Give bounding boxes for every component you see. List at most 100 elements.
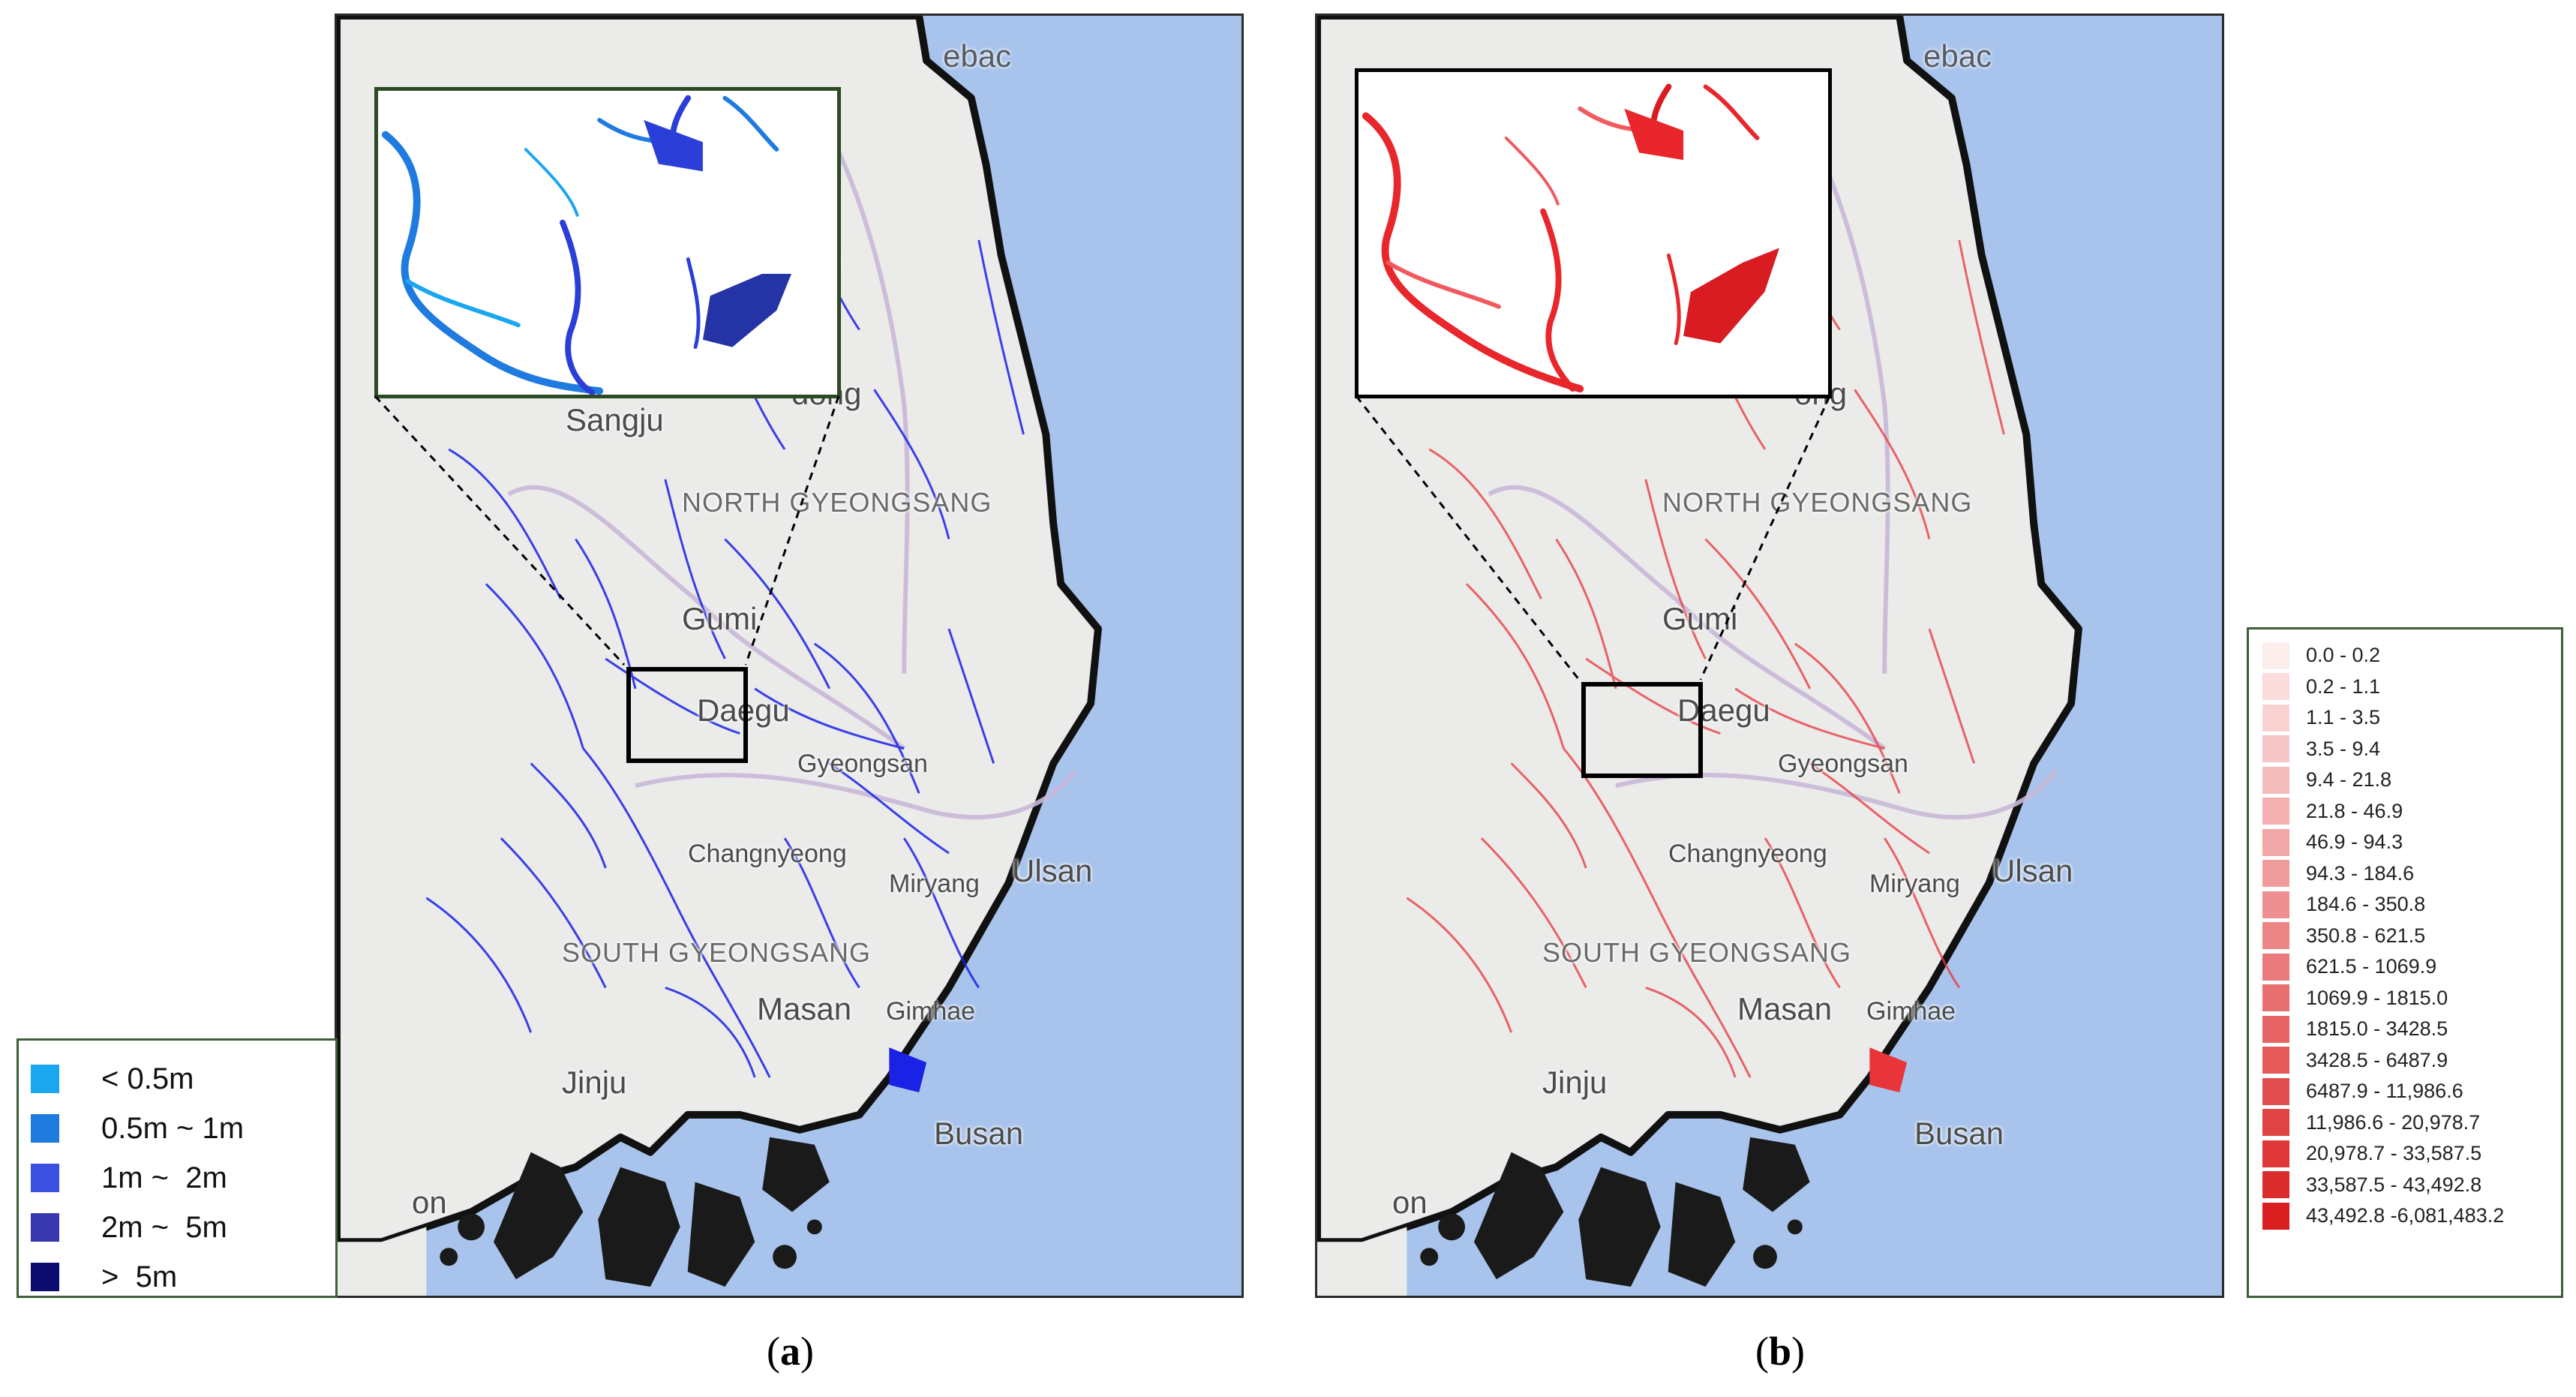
legend-item: 46.9 - 94.3 [2262, 827, 2561, 858]
legend-label: 94.3 - 184.6 [2306, 861, 2415, 885]
city-label-daegu: Daegu [697, 692, 790, 728]
city-label-changnyeong: Changnyeong [688, 840, 847, 868]
city-label-gumi: Gumi [682, 601, 758, 636]
legend-label: 20,978.7 - 33,587.5 [2306, 1142, 2482, 1165]
legend-swatch [2262, 984, 2289, 1012]
legend-swatch [31, 1065, 59, 1093]
legend-item: 1.1 - 3.5 [2262, 702, 2561, 734]
legend-item: 0.5m ~ 1m [31, 1104, 335, 1153]
legend-swatch [31, 1114, 59, 1143]
legend-label: 1.1 - 3.5 [2306, 706, 2381, 729]
city-label-changnyeong: Changnyeong [1668, 840, 1827, 868]
legend-label: 1069.9 - 1815.0 [2306, 986, 2448, 1009]
legend-item: 6487.9 - 11,986.6 [2262, 1076, 2561, 1107]
legend-item: 350.8 - 621.5 [2262, 921, 2561, 952]
legend-item: 94.3 - 184.6 [2262, 858, 2561, 890]
region-label-south: SOUTH GYEONGSANG [1542, 937, 1852, 968]
legend-label: < 0.5m [101, 1062, 194, 1095]
legend-label: 1815.0 - 3428.5 [2306, 1017, 2448, 1041]
inset-flood-depth-detail [381, 95, 791, 395]
legend-swatch [2262, 673, 2289, 701]
legend-swatch [2262, 1015, 2289, 1043]
legend-item: 3428.5 - 6487.9 [2262, 1045, 2561, 1077]
map-panel-a: ebac gju dong Sangju NORTH GYEONGSANG Gu… [335, 14, 1244, 1298]
legend-item: 1069.9 - 1815.0 [2262, 983, 2561, 1014]
legend-swatch [2262, 704, 2289, 732]
city-label-masan: Masan [757, 991, 852, 1026]
city-label-gimhae: Gimhae [1866, 997, 1956, 1026]
legend-label: 0.0 - 0.2 [2306, 644, 2381, 667]
legend-item: 11,986.6 - 20,978.7 [2262, 1107, 2561, 1139]
zoom-inset-b [1355, 68, 1832, 398]
city-label-bottom-partial: on [412, 1185, 447, 1220]
legend-label: 184.6 - 350.8 [2306, 893, 2426, 916]
legend-swatch [2262, 1109, 2289, 1137]
legend-label: 21.8 - 46.9 [2306, 799, 2403, 822]
region-label-north: NORTH GYEONGSANG [682, 487, 992, 518]
city-label-top-partial: ebac [943, 38, 1012, 74]
legend-label: 621.5 - 1069.9 [2306, 955, 2437, 978]
legend-item: 33,587.5 - 43,492.8 [2262, 1170, 2561, 1201]
legend-item: < 0.5m [31, 1054, 335, 1104]
legend-item: > 5m [31, 1252, 335, 1302]
city-label-ulsan: Ulsan [1992, 853, 2073, 888]
legend-label: 9.4 - 21.8 [2306, 768, 2392, 792]
legend-label: 46.9 - 94.3 [2306, 831, 2403, 854]
city-label-busan: Busan [934, 1116, 1024, 1151]
region-label-north: NORTH GYEONGSANG [1662, 487, 1973, 518]
legend-item: 0.0 - 0.2 [2262, 640, 2561, 671]
legend-item: 9.4 - 21.8 [2262, 765, 2561, 796]
city-label-gumi: Gumi [1662, 601, 1738, 636]
city-label-daegu: Daegu [1677, 692, 1770, 728]
zoom-selection-box-a [626, 667, 748, 763]
legend-label: 1m ~ 2m [101, 1161, 227, 1194]
legend-swatch [2262, 1047, 2289, 1074]
legend-item: 3.5 - 9.4 [2262, 734, 2561, 765]
legend-swatch [2262, 641, 2289, 669]
legend-swatch [2262, 1140, 2289, 1167]
legend-swatch [2262, 860, 2289, 888]
legend-swatch [31, 1213, 59, 1242]
zoom-inset-a [374, 87, 841, 398]
legend-label: 11,986.6 - 20,978.7 [2306, 1110, 2481, 1134]
legend-item: 0.2 - 1.1 [2262, 671, 2561, 703]
legend-label: > 5m [101, 1260, 178, 1293]
city-label-jinju: Jinju [1542, 1065, 1608, 1100]
legend-swatch [2262, 735, 2289, 763]
legend-label: 0.2 - 1.1 [2306, 674, 2381, 698]
city-label-miryang: Miryang [889, 870, 980, 898]
city-label-gyeongsan: Gyeongsan [797, 750, 928, 778]
city-label-jinju: Jinju [562, 1065, 627, 1100]
legend-swatch [2262, 953, 2289, 981]
legend-label: 350.8 - 621.5 [2306, 924, 2426, 947]
legend-label: 43,492.8 -6,081,483.2 [2306, 1204, 2505, 1227]
region-label-south: SOUTH GYEONGSANG [562, 937, 872, 968]
legend-swatch [2262, 766, 2289, 794]
city-label-gimhae: Gimhae [886, 997, 976, 1026]
legend-label: 33,587.5 - 43,492.8 [2306, 1173, 2482, 1196]
legend-swatch [2262, 1171, 2289, 1199]
city-label-miryang: Miryang [1869, 870, 1960, 898]
legend-item: 20,978.7 - 33,587.5 [2262, 1138, 2561, 1170]
city-label-top-partial: ebac [1923, 38, 1992, 74]
legend-swatch [2262, 891, 2289, 918]
legend-label: 3.5 - 9.4 [2306, 737, 2381, 760]
city-label-busan: Busan [1914, 1116, 2004, 1151]
city-label-bottom-partial: on [1392, 1185, 1428, 1220]
city-label-sangju: Sangju [566, 402, 664, 437]
legend-item: 2m ~ 5m [31, 1203, 335, 1252]
legend-swatch [2262, 1202, 2289, 1230]
caption-a: (a) [767, 1329, 814, 1374]
inset-damage-detail [1362, 83, 1780, 393]
legend-swatch [2262, 798, 2289, 825]
legend-label: 6487.9 - 11,986.6 [2306, 1080, 2463, 1103]
legend-swatch [31, 1263, 59, 1291]
legend-label: 0.5m ~ 1m [101, 1111, 245, 1145]
city-label-ulsan: Ulsan [1012, 853, 1093, 888]
legend-item: 1m ~ 2m [31, 1153, 335, 1203]
legend-item: 621.5 - 1069.9 [2262, 951, 2561, 983]
legend-item: 1815.0 - 3428.5 [2262, 1014, 2561, 1045]
caption-b: (b) [1755, 1329, 1806, 1374]
zoom-selection-box-b [1581, 682, 1703, 778]
map-panel-b: ebac ju ong NORTH GYEONGSANG Gumi Daegu … [1315, 14, 2224, 1298]
